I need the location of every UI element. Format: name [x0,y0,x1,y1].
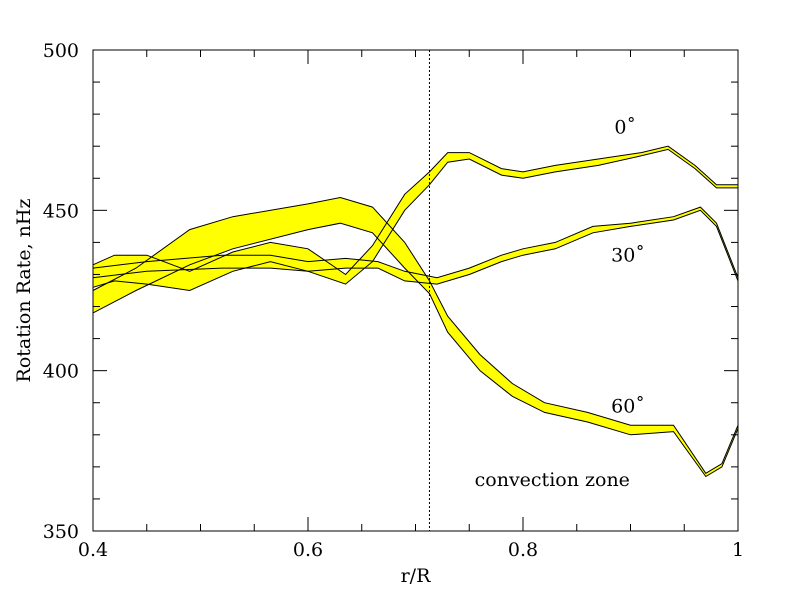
series-1-lower-line [92,148,738,292]
series-2-upper-line [92,206,739,279]
y-tick-label: 500 [43,40,79,62]
x-tick-label: 0.6 [293,539,323,561]
annotation-label: 30˚ [611,245,645,267]
axis-ticks [92,49,739,532]
x-tick-label: 0.4 [78,539,108,561]
series-0-upper-line [92,196,739,474]
x-tick-labels: 0.4 0.6 0.8 1 [78,539,744,561]
series-2-lower-line [92,209,739,285]
series-0-lower-line [92,222,739,478]
series-1-upper-line [92,145,738,276]
y-tick-labels: 350 400 450 500 [43,40,79,543]
series-1-band [93,146,738,291]
y-axis-label: Rotation Rate, nHz [13,199,35,383]
y-tick-label: 350 [43,521,79,543]
x-tick-label: 0.8 [508,539,538,561]
curve-annotations: 0˚ 30˚ 60˚ convection zone [475,116,645,491]
annotation-label: convection zone [475,469,630,491]
x-tick-label: 1 [732,539,744,561]
series-2-band [93,207,738,285]
y-tick-label: 450 [43,200,79,222]
annotation-label: 0˚ [614,116,636,138]
series-0-band [93,197,738,477]
series-lines [92,145,739,478]
confidence-bands [93,146,738,477]
x-axis-label: r/R [401,565,431,587]
annotation-label: 60˚ [611,395,645,417]
y-tick-label: 400 [43,361,79,383]
